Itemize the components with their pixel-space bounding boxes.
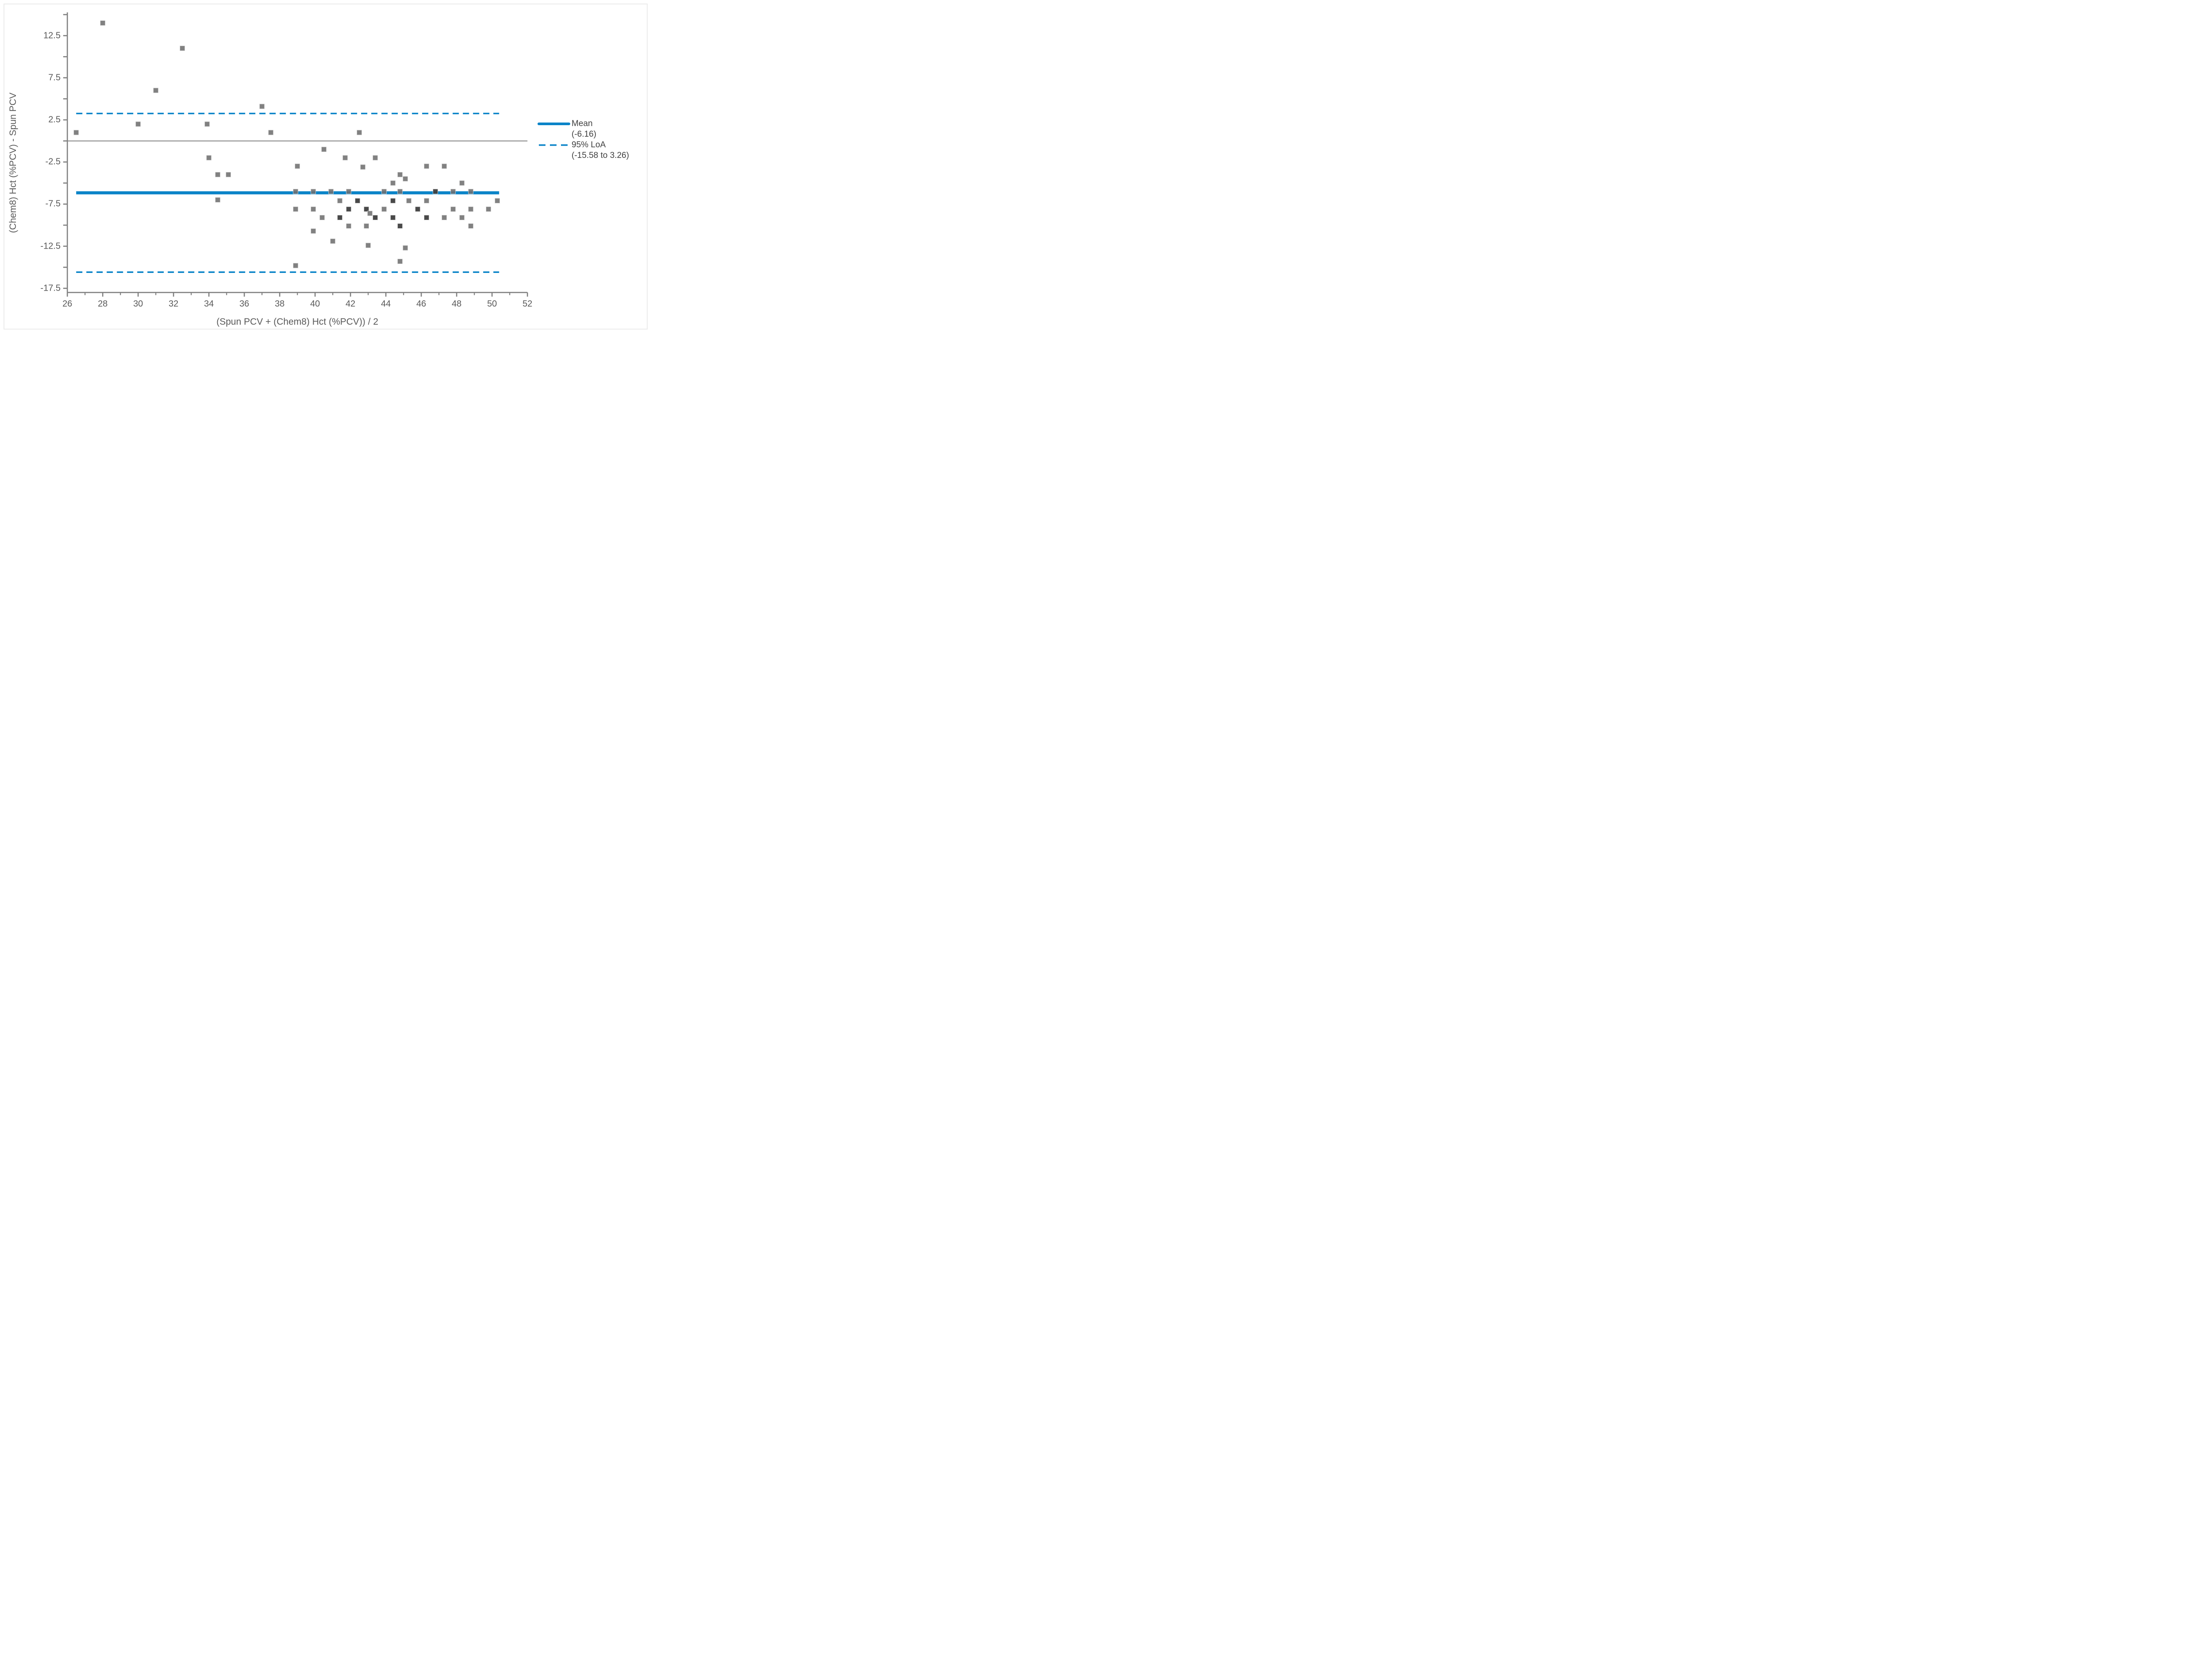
data-point-marker [330, 238, 336, 244]
legend-mean-label: Mean [572, 119, 593, 128]
data-point-marker [321, 146, 327, 152]
x-tick-label: 46 [416, 299, 426, 309]
data-point-marker [226, 172, 231, 177]
data-point-marker [206, 155, 212, 161]
x-tick-label: 50 [487, 299, 497, 309]
data-point-marker [442, 215, 447, 220]
data-point-marker [397, 188, 403, 194]
legend-entry-mean: Mean (-6.16) [572, 119, 596, 140]
data-point-marker [293, 206, 299, 212]
y-tick-label: -12.5 [40, 241, 61, 251]
y-tick-label: -7.5 [45, 199, 61, 209]
data-point-marker [424, 198, 430, 203]
data-point-marker [204, 121, 210, 127]
y-tick-label: -2.5 [45, 157, 61, 167]
x-tick-label: 28 [98, 299, 108, 309]
data-point-marker [468, 206, 474, 212]
data-point-marker [486, 206, 492, 212]
x-tick-label: 42 [346, 299, 356, 309]
data-point-marker [495, 198, 500, 203]
data-point-marker [100, 20, 106, 26]
data-point-marker [357, 130, 362, 135]
x-tick-label: 44 [381, 299, 391, 309]
data-point-marker [390, 180, 396, 186]
legend-loa-label: 95% LoA [572, 140, 606, 150]
data-point-marker [468, 188, 474, 194]
data-point-marker [365, 242, 371, 248]
data-point-marker [215, 197, 221, 203]
data-point-marker [355, 198, 361, 203]
bland-altman-chart: (Chem8) Hct (%PCV) - Spun PCV (Spun PCV … [0, 0, 651, 333]
data-point-marker [311, 228, 316, 234]
data-point-marker [337, 215, 343, 220]
x-tick-label: 30 [133, 299, 143, 309]
data-point-marker [295, 163, 300, 169]
data-point-marker [450, 188, 456, 194]
y-tick-label: 12.5 [43, 31, 61, 41]
data-point-marker [337, 198, 343, 203]
data-point-marker [459, 180, 465, 186]
data-point-marker [373, 155, 378, 161]
data-point-marker [433, 188, 438, 194]
legend-loa-value: (-15.58 to 3.26) [572, 150, 629, 160]
data-point-marker [367, 211, 373, 216]
data-point-marker [390, 198, 396, 203]
data-point-marker [215, 172, 221, 177]
x-tick-label: 26 [62, 299, 73, 309]
data-point-marker [459, 215, 465, 220]
data-point-marker [397, 223, 403, 229]
data-point-marker [450, 206, 456, 212]
data-point-marker [468, 223, 474, 229]
data-point-marker [268, 130, 274, 135]
data-point-marker [311, 206, 316, 212]
data-point-marker [135, 121, 141, 127]
chart-frame [4, 4, 648, 330]
data-point-marker [381, 188, 387, 194]
data-point-marker [403, 176, 408, 182]
data-point-marker [293, 188, 299, 194]
x-tick-label: 48 [452, 299, 462, 309]
data-point-marker [311, 188, 316, 194]
x-tick-label: 34 [204, 299, 214, 309]
data-point-marker [373, 215, 378, 220]
data-point-marker [406, 198, 412, 203]
data-point-marker [73, 130, 79, 135]
data-point-marker [397, 172, 403, 177]
x-tick-label: 40 [310, 299, 320, 309]
data-point-marker [442, 163, 447, 169]
data-point-marker [424, 215, 430, 220]
data-point-marker [346, 188, 352, 194]
data-point-marker [328, 188, 334, 194]
y-tick-label: -17.5 [40, 283, 61, 293]
data-point-marker [390, 215, 396, 220]
data-point-marker [153, 88, 159, 93]
data-point-marker [342, 155, 348, 161]
data-point-marker [346, 223, 352, 229]
plot-area [63, 12, 570, 297]
y-axis-title: (Chem8) Hct (%PCV) - Spun PCV [8, 92, 18, 233]
data-point-marker [360, 164, 366, 170]
x-tick-label: 38 [275, 299, 285, 309]
y-tick-label: 2.5 [48, 115, 61, 125]
x-tick-label: 36 [239, 299, 250, 309]
data-point-marker [397, 258, 403, 264]
data-point-marker [319, 215, 325, 220]
data-point-marker [403, 245, 408, 251]
y-tick-label: 7.5 [48, 73, 61, 83]
data-point-marker [364, 206, 369, 212]
x-tick-label: 52 [522, 299, 533, 309]
data-point-marker [346, 206, 352, 212]
data-point-marker [180, 46, 185, 51]
data-point-marker [259, 104, 265, 109]
data-point-marker [415, 206, 421, 212]
legend-mean-value: (-6.16) [572, 129, 596, 139]
data-point-marker [381, 206, 387, 212]
legend-entry-loa: 95% LoA (-15.58 to 3.26) [572, 140, 629, 161]
x-axis-title: (Spun PCV + (Chem8) Hct (%PCV)) / 2 [216, 317, 379, 327]
x-tick-label: 32 [169, 299, 179, 309]
data-point-marker [424, 163, 430, 169]
data-point-marker [364, 223, 369, 229]
data-point-marker [293, 263, 299, 269]
